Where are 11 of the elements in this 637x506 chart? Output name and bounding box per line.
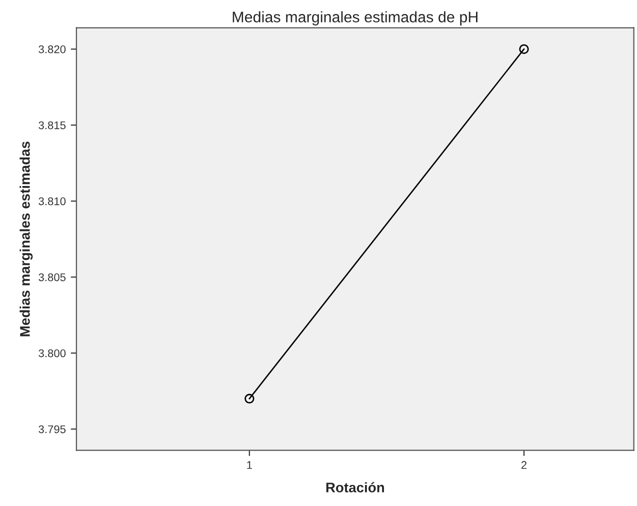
chart-title: Medias marginales estimadas de pH <box>232 11 478 26</box>
x-tick-label: 1 <box>247 461 252 469</box>
y-tick-label: 3.810 <box>38 197 66 206</box>
x-tick-label: 2 <box>521 461 527 469</box>
x-axis-title: Rotación <box>326 482 384 492</box>
y-tick-label: 3.795 <box>38 425 66 434</box>
y-axis-title: Medias marginales estimadas <box>20 142 33 336</box>
y-tick-label: 3.805 <box>38 273 66 282</box>
y-tick-label: 3.815 <box>38 121 66 130</box>
y-tick-label: 3.800 <box>38 349 66 358</box>
y-tick-label: 3.820 <box>38 45 66 54</box>
